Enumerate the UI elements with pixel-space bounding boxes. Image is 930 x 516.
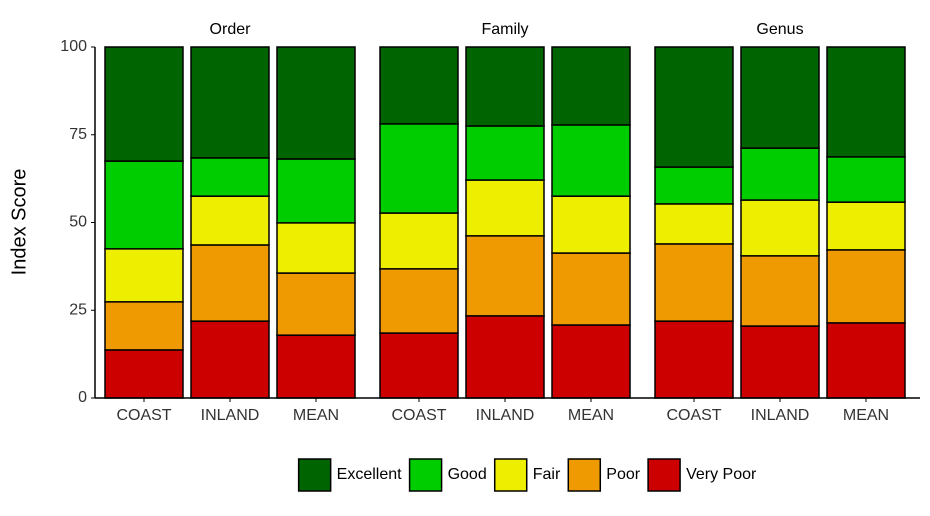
x-tick-label: MEAN	[843, 407, 889, 424]
legend-swatch	[493, 458, 528, 492]
bar-segment	[740, 325, 820, 399]
bar-segment	[465, 315, 545, 399]
bar-segment	[104, 349, 184, 399]
bar-segment	[379, 123, 459, 214]
legend-swatch	[297, 458, 332, 492]
bar-segment	[379, 332, 459, 399]
legend-swatch	[647, 458, 681, 492]
bar-segment	[740, 255, 820, 327]
bar-segment	[190, 244, 270, 322]
x-tick-label: MEAN	[293, 407, 339, 424]
legend-label: Fair	[533, 466, 561, 483]
facet-title: Family	[481, 21, 528, 38]
y-tick-label: 100	[60, 38, 87, 55]
bar-segment	[654, 46, 734, 168]
bar-segment	[654, 166, 734, 205]
x-tick-label: COAST	[116, 407, 171, 424]
bar-segment	[551, 46, 631, 126]
bar-segment	[104, 301, 184, 351]
bar-segment	[826, 46, 906, 158]
bar-segment	[190, 195, 270, 246]
bar-segment	[276, 222, 356, 274]
bar-segment	[826, 201, 906, 251]
legend-label: Excellent	[337, 466, 402, 483]
y-tick-label: 75	[69, 126, 87, 143]
bar-segment	[276, 158, 356, 224]
y-axis-label: Index Score	[8, 169, 30, 276]
bar-segment	[740, 199, 820, 257]
bar-segment	[551, 252, 631, 326]
legend-label: Very Poor	[686, 466, 757, 483]
bar-segment	[654, 320, 734, 399]
bar-segment	[104, 46, 184, 162]
legend-swatch	[567, 458, 602, 492]
y-tick-label: 50	[69, 214, 87, 231]
legend-label: Good	[448, 466, 487, 483]
bar-segment	[654, 243, 734, 322]
facet-title: Order	[210, 21, 252, 38]
bar-segment	[465, 46, 545, 127]
bar-segment	[190, 320, 270, 399]
bar-segment	[551, 195, 631, 254]
legend-label: Poor	[606, 466, 640, 483]
x-tick-label: INLAND	[476, 407, 535, 424]
x-tick-label: COAST	[666, 407, 721, 424]
x-tick-label: COAST	[391, 407, 446, 424]
bar-segment	[551, 124, 631, 197]
bar-segment	[740, 46, 820, 149]
bar-segment	[276, 272, 356, 336]
bar-segment	[276, 46, 356, 160]
bar-segment	[826, 156, 906, 203]
bar-segment	[654, 203, 734, 245]
bar-segment	[551, 324, 631, 399]
bar-segment	[190, 157, 270, 197]
bar-segment	[465, 125, 545, 181]
bar-segment	[465, 179, 545, 237]
bar-segment	[379, 46, 459, 125]
y-tick-label: 25	[69, 301, 87, 318]
bar-segment	[276, 334, 356, 399]
bar-segment	[104, 248, 184, 303]
y-tick-label: 0	[78, 389, 87, 406]
x-tick-label: INLAND	[751, 407, 810, 424]
bar-segment	[104, 160, 184, 250]
x-tick-label: INLAND	[201, 407, 260, 424]
bar-segment	[826, 322, 906, 399]
bar-segment	[190, 46, 270, 159]
legend-swatch	[408, 458, 443, 492]
bar-segment	[740, 147, 820, 201]
bar-segment	[826, 249, 906, 324]
x-tick-label: MEAN	[568, 407, 614, 424]
bar-segment	[379, 268, 459, 334]
bar-segment	[465, 235, 545, 317]
facet-title: Genus	[756, 21, 803, 38]
bar-segment	[379, 212, 459, 270]
